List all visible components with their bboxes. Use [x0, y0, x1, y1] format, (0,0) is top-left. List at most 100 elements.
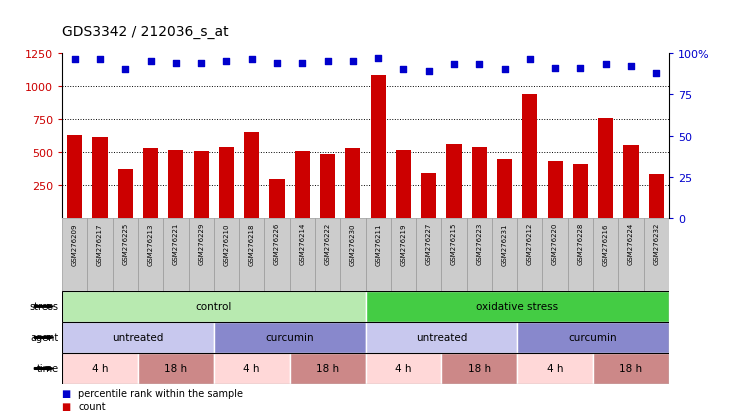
Point	[423, 69, 434, 75]
Bar	[62, 291, 366, 322]
Text: GSM276213: GSM276213	[148, 223, 154, 265]
Bar	[138, 219, 163, 291]
Point	[221, 59, 232, 65]
Point	[119, 67, 131, 74]
Text: GSM276214: GSM276214	[299, 223, 306, 265]
Bar	[643, 219, 669, 291]
Text: GSM276216: GSM276216	[602, 223, 609, 265]
Bar	[593, 219, 618, 291]
Bar	[315, 219, 340, 291]
Point	[549, 65, 561, 72]
Bar	[88, 219, 113, 291]
Bar	[593, 353, 669, 384]
Bar	[624, 145, 638, 219]
Text: time: time	[37, 363, 58, 374]
Bar	[416, 219, 442, 291]
Text: 18 h: 18 h	[619, 363, 643, 374]
Bar	[518, 353, 593, 384]
Text: GSM276230: GSM276230	[350, 223, 356, 265]
Bar	[118, 170, 133, 219]
Bar	[542, 219, 568, 291]
Bar	[113, 219, 138, 291]
Text: GSM276217: GSM276217	[97, 223, 103, 265]
Bar	[189, 219, 213, 291]
Point	[322, 59, 333, 65]
Bar	[573, 165, 588, 219]
Text: GSM276227: GSM276227	[425, 223, 432, 265]
Text: GSM276220: GSM276220	[552, 223, 558, 265]
Bar	[320, 154, 335, 219]
Text: GSM276231: GSM276231	[501, 223, 507, 265]
Point	[94, 57, 106, 64]
Bar	[62, 322, 213, 353]
Bar	[518, 322, 669, 353]
Text: GSM276211: GSM276211	[375, 223, 381, 265]
Text: oxidative stress: oxidative stress	[476, 301, 558, 312]
Text: GSM276219: GSM276219	[401, 223, 406, 265]
Text: GSM276228: GSM276228	[577, 223, 583, 265]
Bar	[395, 150, 411, 219]
Bar	[421, 174, 436, 219]
Bar	[391, 219, 416, 291]
Text: curcumin: curcumin	[569, 332, 618, 343]
Text: GSM276210: GSM276210	[224, 223, 230, 265]
Point	[170, 60, 182, 67]
Point	[246, 57, 257, 64]
Bar	[598, 119, 613, 219]
Text: 18 h: 18 h	[468, 363, 491, 374]
Bar	[67, 135, 83, 219]
Bar	[213, 322, 366, 353]
Text: count: count	[78, 401, 106, 411]
Point	[499, 67, 510, 74]
Text: GSM276224: GSM276224	[628, 223, 634, 265]
Text: GSM276209: GSM276209	[72, 223, 77, 265]
Point	[524, 57, 536, 64]
Text: 4 h: 4 h	[395, 363, 412, 374]
Bar	[219, 147, 234, 219]
Bar	[497, 159, 512, 219]
Point	[145, 59, 156, 65]
Text: ■: ■	[62, 401, 75, 411]
Bar	[92, 138, 107, 219]
Bar	[345, 149, 360, 219]
Bar	[522, 95, 537, 219]
Bar	[442, 353, 518, 384]
Bar	[518, 219, 542, 291]
Bar	[163, 219, 189, 291]
Bar	[289, 219, 315, 291]
Point	[600, 62, 612, 69]
Text: control: control	[196, 301, 232, 312]
Text: GSM276221: GSM276221	[173, 223, 179, 265]
Text: GSM276215: GSM276215	[451, 223, 457, 265]
Bar	[62, 219, 88, 291]
Text: 4 h: 4 h	[547, 363, 564, 374]
Bar	[366, 353, 442, 384]
Bar	[289, 353, 366, 384]
Bar	[168, 150, 183, 219]
Text: ■: ■	[62, 388, 75, 398]
Text: 18 h: 18 h	[164, 363, 187, 374]
Text: agent: agent	[30, 332, 58, 343]
Bar	[366, 322, 518, 353]
Bar	[466, 219, 492, 291]
Point	[271, 60, 283, 67]
Bar	[340, 219, 366, 291]
Bar	[492, 219, 518, 291]
Text: GSM276212: GSM276212	[527, 223, 533, 265]
Bar	[366, 219, 391, 291]
Bar	[648, 175, 664, 219]
Bar	[62, 353, 138, 384]
Text: GSM276229: GSM276229	[198, 223, 204, 265]
Text: 4 h: 4 h	[243, 363, 260, 374]
Bar	[471, 147, 487, 219]
Point	[195, 60, 207, 67]
Bar	[442, 219, 466, 291]
Text: GSM276225: GSM276225	[122, 223, 129, 265]
Bar	[295, 152, 310, 219]
Bar	[265, 219, 289, 291]
Point	[474, 62, 485, 69]
Point	[575, 65, 586, 72]
Bar	[239, 219, 265, 291]
Text: untreated: untreated	[113, 332, 164, 343]
Bar	[568, 219, 593, 291]
